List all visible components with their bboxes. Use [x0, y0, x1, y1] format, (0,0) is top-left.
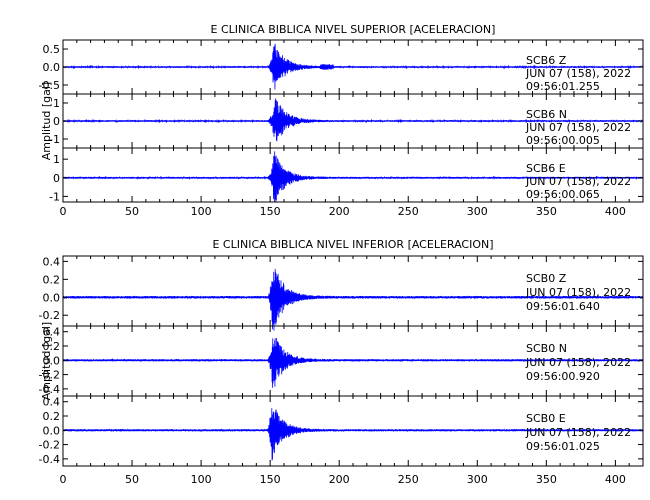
time-label: 09:56:01.255	[526, 80, 600, 93]
x-tick-label: 250	[398, 205, 419, 218]
y-tick-label: 1	[53, 97, 60, 110]
x-tick-label: 200	[329, 473, 350, 486]
x-tick-label: 350	[536, 473, 557, 486]
y-tick-label: -0.5	[39, 79, 60, 92]
x-tick-label: 50	[125, 205, 139, 218]
y-tick-label: 0.2	[43, 273, 61, 286]
y-tick-label: 0	[53, 115, 60, 128]
y-axis-label: Amplitud [gal]	[40, 82, 53, 160]
time-label: 09:56:00.065	[526, 188, 600, 201]
x-tick-label: 400	[605, 205, 626, 218]
chart-block-2: E CLINICA BIBLICA NIVEL INFERIOR [ACELER…	[39, 238, 644, 486]
x-tick-label: 400	[605, 473, 626, 486]
waveform-SCB6-Z	[62, 43, 644, 90]
y-tick-label: -0.2	[39, 369, 60, 382]
y-tick-label: 0.0	[43, 291, 61, 304]
x-tick-label: 100	[191, 205, 212, 218]
y-tick-label: 0.4	[43, 326, 61, 339]
chart-title: E CLINICA BIBLICA NIVEL SUPERIOR [ACELER…	[211, 23, 496, 36]
station-label: SCB6 E	[526, 162, 566, 175]
y-tick-label: -0.2	[39, 309, 60, 322]
station-label: SCB6 Z	[526, 54, 567, 67]
station-label: SCB0 E	[526, 412, 566, 425]
y-tick-label: -0.4	[39, 453, 60, 466]
chart-block-1: E CLINICA BIBLICA NIVEL SUPERIOR [ACELER…	[39, 23, 644, 218]
x-tick-label: 200	[329, 205, 350, 218]
y-tick-label: 0.2	[43, 340, 61, 353]
x-tick-label: 0	[60, 473, 67, 486]
time-label: 09:56:01.025	[526, 440, 600, 453]
date-label: JUN 07 (158), 2022	[525, 175, 631, 188]
x-tick-label: 250	[398, 473, 419, 486]
time-label: 09:56:00.920	[526, 370, 600, 383]
station-label: SCB6 N	[526, 108, 567, 121]
x-tick-label: 50	[125, 473, 139, 486]
time-label: 09:56:01.640	[526, 300, 600, 313]
waveform-SCB0-Z	[62, 268, 644, 331]
date-label: JUN 07 (158), 2022	[525, 286, 631, 299]
x-tick-label: 300	[467, 205, 488, 218]
y-tick-label: -0.4	[39, 383, 60, 396]
date-label: JUN 07 (158), 2022	[525, 356, 631, 369]
waveform-SCB6-N	[62, 98, 644, 142]
x-tick-label: 150	[260, 205, 281, 218]
station-label: SCB0 Z	[526, 272, 567, 285]
y-tick-label: 0.2	[43, 410, 61, 423]
waveform-SCB0-N	[62, 337, 644, 388]
waveform-SCB0-E	[62, 408, 644, 461]
y-tick-label: 0.4	[43, 255, 61, 268]
y-tick-label: 0	[53, 172, 60, 185]
date-label: JUN 07 (158), 2022	[525, 426, 631, 439]
y-tick-label: 1	[53, 153, 60, 166]
y-tick-label: -1	[49, 190, 60, 203]
x-tick-label: 350	[536, 205, 557, 218]
y-tick-label: 0.4	[43, 396, 61, 409]
x-tick-label: 100	[191, 473, 212, 486]
y-tick-label: -1	[49, 133, 60, 146]
y-tick-label: -0.2	[39, 439, 60, 452]
y-tick-label: 0.0	[43, 424, 61, 437]
station-label: SCB0 N	[526, 342, 567, 355]
y-tick-label: 0.0	[43, 61, 61, 74]
x-tick-label: 300	[467, 473, 488, 486]
y-tick-label: 0.0	[43, 354, 61, 367]
time-label: 09:56:00.005	[526, 134, 600, 147]
waveform-SCB6-E	[62, 151, 644, 203]
x-tick-label: 0	[60, 205, 67, 218]
date-label: JUN 07 (158), 2022	[525, 67, 631, 80]
y-tick-label: 0.5	[43, 43, 61, 56]
y-axis-label: Amplitud [gal]	[40, 322, 53, 400]
x-tick-label: 150	[260, 473, 281, 486]
date-label: JUN 07 (158), 2022	[525, 121, 631, 134]
chart-title: E CLINICA BIBLICA NIVEL INFERIOR [ACELER…	[212, 238, 493, 251]
